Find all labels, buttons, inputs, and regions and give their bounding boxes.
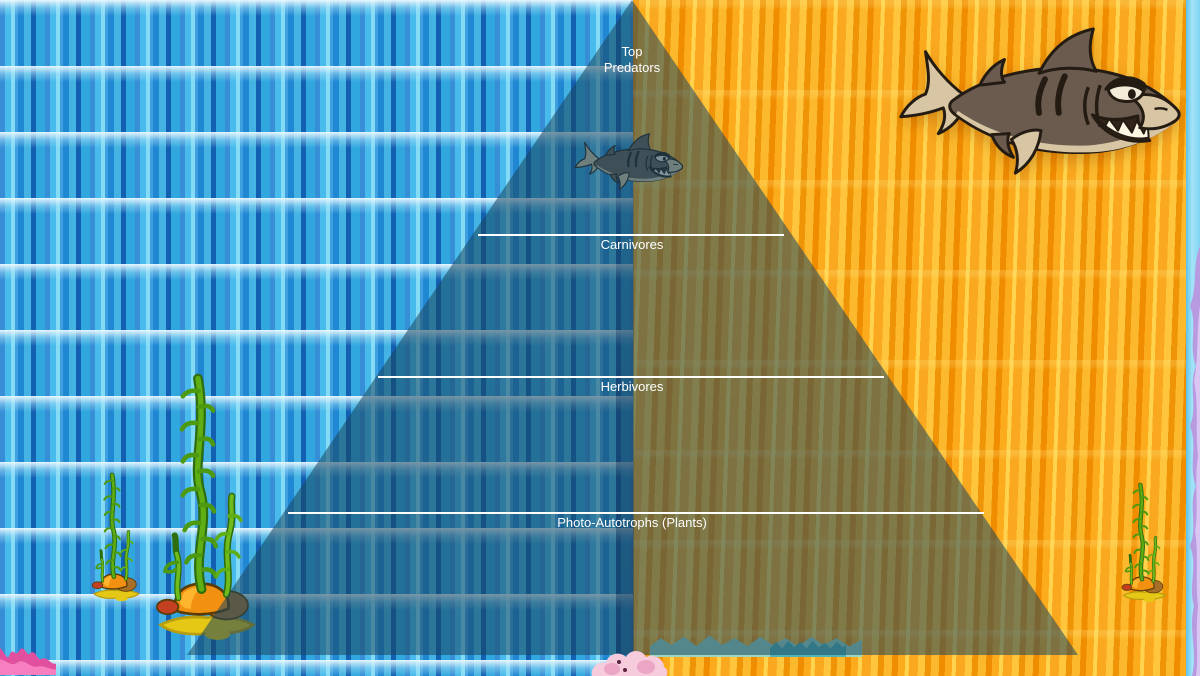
shark-icon [893,22,1193,180]
pyramid-level-label-top-predators: Top Predators [603,44,661,75]
pyramid-level-label-carnivores: Carnivores [600,237,664,252]
level-divider-line-carnivores [478,234,784,236]
pyramid-level-label-photo-autotrophs: Photo-Autotrophs (Plants) [557,515,707,530]
flame-icon [1190,246,1200,676]
pyramid-level-label-herbivores: Herbivores [600,379,664,394]
seaweed-icon [1118,470,1170,615]
coral-icon [0,647,56,675]
level-divider-line-photo-autotrophs [288,512,984,514]
coral-icon [591,651,668,676]
level-divider-line-herbivores [378,376,884,378]
seaweed-icon [88,458,144,616]
